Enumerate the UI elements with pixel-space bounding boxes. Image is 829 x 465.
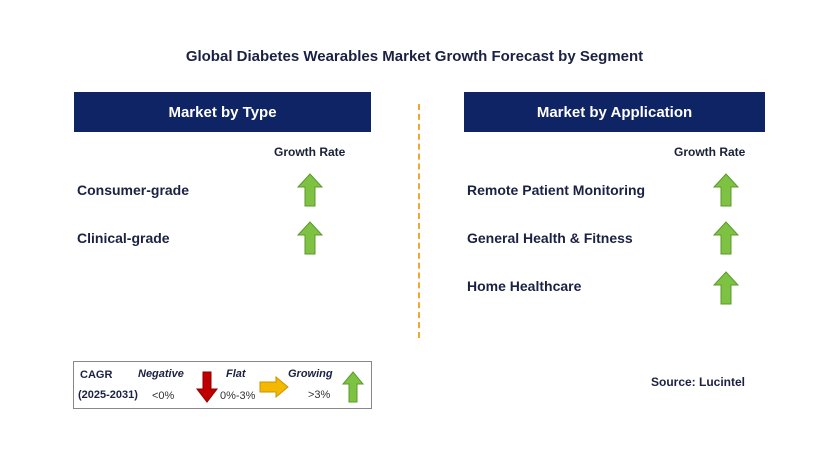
legend-period: (2025-2031) <box>78 389 138 401</box>
type-item-consumer-grade: Consumer-grade <box>77 182 190 198</box>
legend-growing-value: >3% <box>308 389 331 401</box>
legend-flat-value: 0%-3% <box>220 390 256 402</box>
up-arrow-icon <box>297 173 323 207</box>
legend-flat-label: Flat <box>226 368 246 380</box>
legend-cagr-label: CAGR <box>80 369 113 381</box>
growth-rate-label-application: Growth Rate <box>674 145 746 159</box>
right-arrow-icon <box>259 376 289 398</box>
up-arrow-icon <box>713 173 739 207</box>
up-arrow-icon <box>342 371 364 403</box>
panel-header-type: Market by Type <box>74 92 371 132</box>
chart-title: Global Diabetes Wearables Market Growth … <box>185 48 644 65</box>
growth-rate-label-type: Growth Rate <box>274 145 346 159</box>
application-item-home-healthcare: Home Healthcare <box>467 278 582 294</box>
down-arrow-icon <box>196 371 218 403</box>
up-arrow-icon <box>297 221 323 255</box>
legend-negative-label: Negative <box>138 368 184 380</box>
application-item-general-health-fitness: General Health & Fitness <box>467 230 633 246</box>
source-label: Source: Lucintel <box>651 375 746 389</box>
panel-header-application: Market by Application <box>464 92 765 132</box>
cagr-legend: CAGR (2025-2031) Negative <0% Flat 0%-3%… <box>73 361 372 409</box>
legend-growing-label: Growing <box>288 368 333 380</box>
legend-negative-value: <0% <box>152 390 175 402</box>
up-arrow-icon <box>713 271 739 305</box>
application-item-remote-patient-monitoring: Remote Patient Monitoring <box>467 182 646 198</box>
type-item-clinical-grade: Clinical-grade <box>77 230 170 246</box>
panel-divider <box>418 104 420 338</box>
up-arrow-icon <box>713 221 739 255</box>
